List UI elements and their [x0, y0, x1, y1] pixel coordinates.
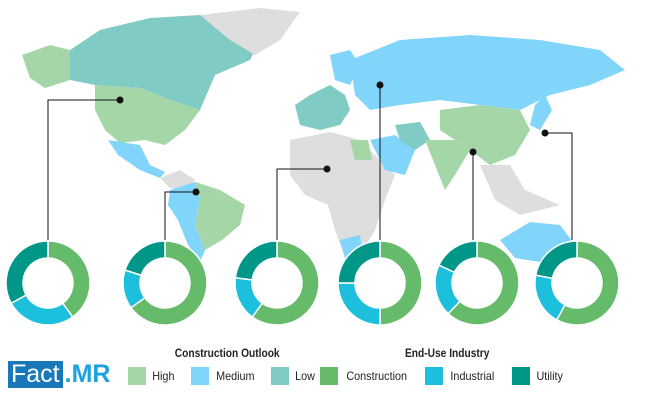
location-marker: [323, 165, 331, 173]
swatch-utility: [512, 367, 531, 385]
donut-slice-construction: [47, 240, 91, 319]
legend-label: Construction: [346, 369, 408, 383]
logo-part1: Fact: [8, 361, 63, 388]
region-alaska: [22, 45, 70, 88]
swatch-low: [271, 367, 290, 385]
legend-label: Low: [295, 369, 316, 383]
legend-end-use-industry: End-Use Industry Construction Industrial…: [320, 346, 574, 385]
region-middle-east: [370, 135, 415, 175]
location-marker: [469, 148, 477, 156]
connector-line: [545, 132, 573, 240]
location-marker: [192, 188, 200, 196]
region-southeast-asia: [480, 165, 560, 215]
legend-label: Utility: [536, 369, 563, 383]
donut-slice-construction: [251, 240, 320, 326]
donut-slice-industrial: [337, 282, 381, 326]
legend-label: Industrial: [450, 369, 495, 383]
location-marker: [116, 96, 124, 104]
region-europe: [295, 85, 350, 130]
connector-line: [276, 168, 327, 240]
region-china: [440, 105, 530, 165]
swatch-industrial: [425, 367, 444, 385]
swatch-medium: [190, 367, 209, 385]
donut-slice-utility: [437, 240, 478, 274]
donut-slice-utility: [534, 240, 578, 280]
region-canada: [70, 15, 260, 110]
donut-slice-utility: [124, 240, 166, 277]
connector-line: [47, 99, 120, 240]
donut-slice-construction: [129, 240, 208, 326]
donut-slice-utility: [337, 240, 381, 284]
donut-slice-construction: [379, 240, 423, 326]
region-japan: [530, 95, 552, 130]
region-india: [425, 140, 470, 190]
donut-slice-industrial: [534, 274, 566, 321]
location-marker: [376, 81, 384, 89]
legend-label: High: [152, 369, 175, 383]
region-south-america-west: [168, 182, 205, 262]
legend-label: Medium: [215, 369, 255, 383]
swatch-high: [128, 367, 146, 385]
donut-slice-construction: [447, 240, 520, 326]
legend-construction-outlook: Construction Outlook High Medium Low: [128, 346, 326, 385]
region-iran: [395, 122, 430, 150]
region-russia: [350, 35, 625, 110]
donut-slice-construction: [555, 240, 620, 326]
donut-slice-industrial: [10, 294, 74, 326]
region-africa: [290, 132, 395, 258]
donut-slice-utility: [234, 240, 278, 281]
region-brazil: [195, 182, 245, 250]
region-egypt: [350, 140, 372, 160]
legend-title: Construction Outlook: [174, 346, 280, 360]
region-mexico: [108, 140, 165, 178]
region-greenland: [200, 8, 300, 55]
legend-title: End-Use Industry: [404, 346, 490, 360]
logo-part2: .MR: [64, 360, 111, 388]
location-marker: [541, 129, 549, 137]
factmr-logo: Fact .MR: [8, 360, 110, 389]
donut-slice-utility: [5, 240, 49, 305]
swatch-construction: [320, 367, 338, 385]
connector-line: [164, 191, 196, 240]
